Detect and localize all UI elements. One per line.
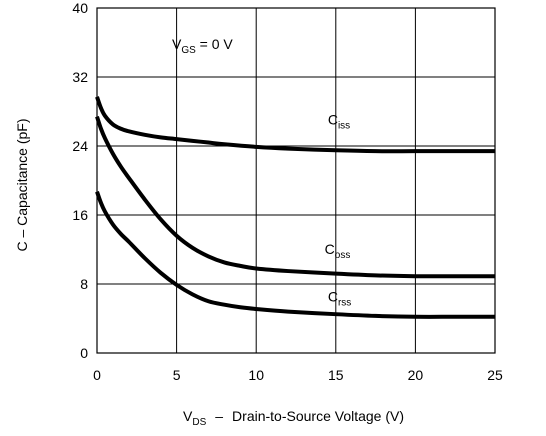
- annotation-symbol: V: [172, 36, 182, 52]
- x-axis-dash: –: [215, 408, 223, 424]
- annotation-rest: = 0 V: [196, 36, 234, 52]
- series-line-coss: [95, 116, 495, 279]
- x-axis-label: VDS – Drain-to-Source Voltage (V): [183, 408, 404, 428]
- series-curves: [95, 96, 495, 319]
- y-tick-label: 32: [72, 69, 88, 85]
- series-label-coss: Coss: [325, 241, 351, 261]
- grid-lines: [97, 8, 495, 353]
- plot-frame: [96, 7, 496, 354]
- series-label-ciss: Ciss: [328, 111, 350, 131]
- x-tick-labels: 0 5 10 15 20 25: [93, 367, 503, 383]
- x-tick-label: 25: [487, 367, 503, 383]
- series-line-crss: [95, 191, 495, 319]
- y-tick-label: 24: [72, 138, 88, 154]
- x-tick-label: 5: [173, 367, 181, 383]
- series-labels: Ciss Coss Crss: [325, 111, 352, 308]
- y-axis-label: C – Capacitance (pF): [14, 118, 30, 251]
- x-axis-text: Drain-to-Source Voltage (V): [232, 408, 404, 424]
- x-axis-symbol: V: [183, 408, 193, 424]
- y-tick-label: 40: [72, 0, 88, 16]
- x-tick-label: 10: [248, 367, 264, 383]
- x-tick-label: 0: [93, 367, 101, 383]
- vgs-annotation: VGS = 0 V: [172, 36, 233, 56]
- x-axis-symbol-sub: DS: [192, 417, 206, 428]
- series-label-crss: Crss: [328, 288, 351, 308]
- y-tick-label: 0: [80, 345, 88, 361]
- annotation-sub: GS: [181, 45, 196, 56]
- series-line-ciss: [95, 96, 495, 154]
- x-tick-label: 15: [328, 367, 344, 383]
- y-tick-labels: 0 8 16 24 32 40: [72, 0, 88, 361]
- y-tick-label: 16: [72, 207, 88, 223]
- y-tick-label: 8: [80, 276, 88, 292]
- x-tick-label: 20: [408, 367, 424, 383]
